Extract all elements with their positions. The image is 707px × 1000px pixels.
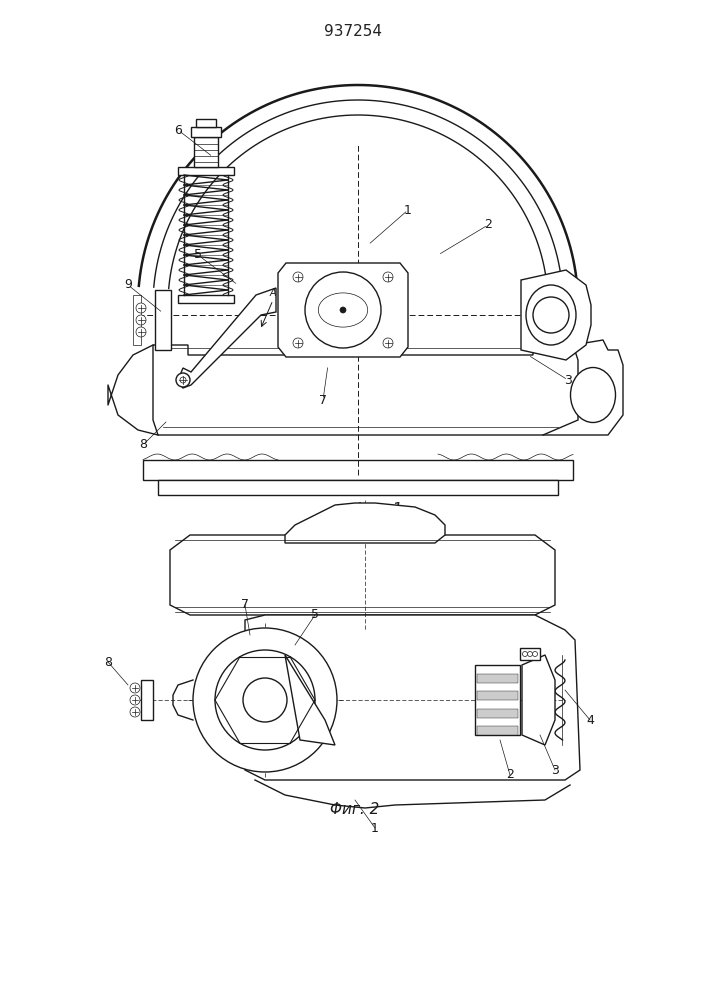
Bar xyxy=(155,290,171,350)
Circle shape xyxy=(176,373,190,387)
Circle shape xyxy=(383,338,393,348)
Bar xyxy=(133,295,141,345)
Polygon shape xyxy=(522,655,555,745)
Bar xyxy=(141,680,153,720)
Bar xyxy=(194,137,218,167)
Bar xyxy=(477,709,518,718)
Circle shape xyxy=(383,272,393,282)
Bar xyxy=(520,648,540,660)
Text: 7: 7 xyxy=(319,393,327,406)
Text: A: A xyxy=(269,288,276,298)
Polygon shape xyxy=(153,345,578,435)
Text: 2: 2 xyxy=(484,219,492,232)
Circle shape xyxy=(136,315,146,325)
Text: 2: 2 xyxy=(506,768,514,782)
Polygon shape xyxy=(245,615,580,780)
Bar xyxy=(143,460,573,480)
Circle shape xyxy=(305,272,381,348)
Text: 8: 8 xyxy=(104,656,112,668)
Bar xyxy=(475,665,520,735)
Polygon shape xyxy=(285,503,445,543)
Circle shape xyxy=(340,307,346,313)
Bar xyxy=(477,726,518,735)
Circle shape xyxy=(533,297,569,333)
Circle shape xyxy=(193,628,337,772)
Text: 9: 9 xyxy=(124,278,132,292)
Bar xyxy=(477,674,518,682)
Circle shape xyxy=(130,683,140,693)
Circle shape xyxy=(215,650,315,750)
Text: 7: 7 xyxy=(241,598,249,611)
Bar xyxy=(191,127,221,137)
Bar xyxy=(477,691,518,700)
Polygon shape xyxy=(178,288,276,388)
Text: 1: 1 xyxy=(404,204,412,217)
Circle shape xyxy=(532,652,537,656)
Circle shape xyxy=(180,377,186,383)
Text: 8: 8 xyxy=(139,438,147,452)
Circle shape xyxy=(293,272,303,282)
Ellipse shape xyxy=(318,293,368,327)
Polygon shape xyxy=(285,655,335,745)
Bar xyxy=(178,167,234,175)
Text: 1: 1 xyxy=(371,822,379,834)
Circle shape xyxy=(136,327,146,337)
Polygon shape xyxy=(170,535,555,615)
Text: 4: 4 xyxy=(586,714,594,726)
Text: 3: 3 xyxy=(564,373,572,386)
Text: 5: 5 xyxy=(311,608,319,621)
Ellipse shape xyxy=(526,285,576,345)
Circle shape xyxy=(522,652,527,656)
Polygon shape xyxy=(521,270,591,360)
Circle shape xyxy=(293,338,303,348)
Text: 3: 3 xyxy=(551,764,559,776)
Text: 937254: 937254 xyxy=(324,24,382,39)
Circle shape xyxy=(243,678,287,722)
Text: Φиг. 2: Φиг. 2 xyxy=(330,802,380,818)
Bar xyxy=(158,480,558,495)
Text: Φиг. 1: Φиг. 1 xyxy=(354,502,403,518)
Text: 6: 6 xyxy=(174,123,182,136)
Circle shape xyxy=(130,707,140,717)
Bar xyxy=(178,295,234,303)
Text: 5: 5 xyxy=(194,248,202,261)
Circle shape xyxy=(136,303,146,313)
Ellipse shape xyxy=(571,367,616,422)
Bar xyxy=(196,119,216,127)
Circle shape xyxy=(130,695,140,705)
Polygon shape xyxy=(278,263,408,357)
Circle shape xyxy=(527,652,532,656)
